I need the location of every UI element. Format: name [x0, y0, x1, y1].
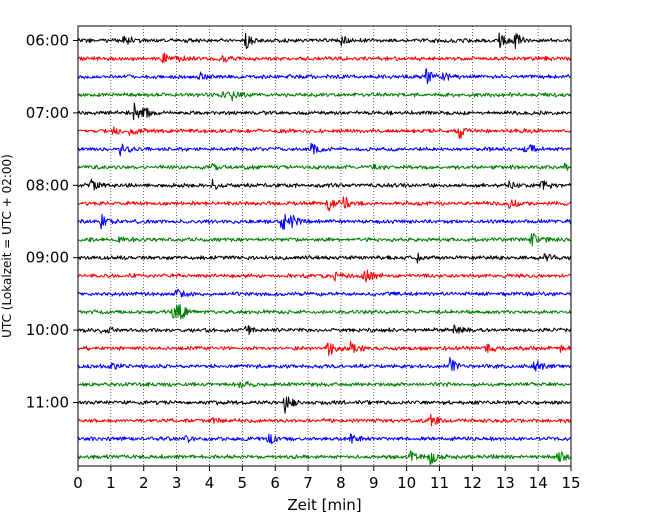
trace-line: [77, 433, 572, 445]
x-tick-label: 6: [270, 474, 280, 492]
trace-line: [77, 288, 572, 298]
trace-line: [77, 340, 572, 357]
trace-line: [77, 269, 572, 283]
x-tick-label: 4: [205, 474, 215, 492]
x-axis-label: Zeit [min]: [287, 496, 361, 514]
y-tick-label: 09:00: [26, 249, 69, 267]
x-tick-label: 12: [463, 474, 482, 492]
y-tick-label: 10:00: [26, 321, 69, 339]
trace-line: [77, 233, 572, 247]
x-tick-label: 1: [106, 474, 116, 492]
x-tick-label: 14: [529, 474, 548, 492]
plot-frame: [77, 25, 572, 467]
y-tick-label: 06:00: [26, 32, 69, 50]
trace-line: [77, 102, 572, 121]
trace-line: [77, 68, 572, 85]
trace-line: [77, 126, 572, 139]
trace-line: [77, 413, 572, 427]
y-axis-label: UTC (Lokalzeit = UTC + 02:00): [0, 154, 14, 338]
x-tick-label: 8: [336, 474, 346, 492]
trace-line: [77, 450, 572, 465]
trace-line: [77, 52, 572, 64]
trace-line: [77, 162, 572, 171]
trace-line: [77, 396, 572, 414]
trace-line: [77, 213, 572, 231]
traces: [77, 32, 572, 465]
x-ticks: 0 1 2 3 4 5 6 7 8 9 10 11 12 13 14 15: [73, 466, 581, 492]
y-ticks: 06:00 07:00 08:00 09:00 10:00 11:00: [26, 32, 78, 412]
trace-line: [77, 142, 572, 157]
trace-line: [77, 196, 572, 212]
trace-line: [77, 91, 572, 102]
x-tick-label: 15: [561, 474, 580, 492]
x-tick-label: 0: [73, 474, 83, 492]
trace-line: [77, 324, 572, 336]
x-tick-label: 5: [238, 474, 248, 492]
trace-line: [77, 32, 572, 50]
grid-lines: [110, 26, 539, 466]
x-tick-label: 13: [496, 474, 515, 492]
y-tick-label: 08:00: [26, 176, 69, 194]
x-tick-label: 2: [139, 474, 149, 492]
x-tick-label: 3: [172, 474, 182, 492]
trace-line: [77, 252, 572, 264]
y-tick-label: 07:00: [26, 104, 69, 122]
trace-line: [77, 381, 572, 389]
trace-line: [77, 303, 572, 320]
trace-line: [78, 178, 572, 191]
x-tick-label: 10: [397, 474, 416, 492]
trace-line: [77, 356, 571, 372]
y-tick-label: 11:00: [26, 394, 69, 412]
x-tick-label: 11: [430, 474, 449, 492]
x-tick-label: 7: [303, 474, 313, 492]
x-tick-label: 9: [369, 474, 379, 492]
